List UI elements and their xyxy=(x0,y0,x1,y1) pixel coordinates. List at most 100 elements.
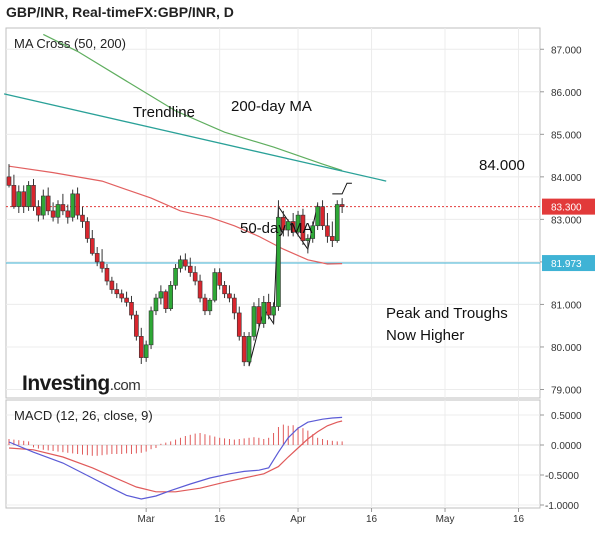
macd-line xyxy=(8,416,343,500)
macd-tick-label: 0.0000 xyxy=(551,441,582,452)
candle-body xyxy=(168,284,173,309)
candlestick-series xyxy=(6,164,345,367)
ma50-annotation: 50-day MA xyxy=(240,220,313,237)
candle-body xyxy=(124,297,129,303)
macd-signal-line xyxy=(8,420,343,493)
candle-body xyxy=(31,185,36,207)
price-tick-label: 86.000 xyxy=(551,88,582,99)
candle-body xyxy=(99,261,105,269)
last-price-label: 83.300 xyxy=(551,203,582,214)
candle-body xyxy=(315,206,320,227)
zigzag-line xyxy=(248,204,319,367)
candle-body xyxy=(251,306,257,337)
candle-body xyxy=(246,336,252,363)
investing-logo: Investing.com xyxy=(22,372,141,395)
candle-body xyxy=(134,314,139,337)
candle-body xyxy=(285,221,291,231)
candle-body xyxy=(187,265,193,273)
candle-body xyxy=(178,259,183,269)
ma200-line xyxy=(43,33,343,172)
candle-body xyxy=(330,236,335,241)
candle-body xyxy=(320,206,325,227)
logo-suffix: .com xyxy=(110,377,141,394)
candle-body xyxy=(310,225,316,239)
candle-body xyxy=(207,299,213,312)
price-label-box xyxy=(542,255,595,272)
price-tick-label: 81.000 xyxy=(551,300,582,311)
level-bracket-line xyxy=(332,182,352,195)
time-tick-label: 16 xyxy=(366,514,378,525)
candle-body xyxy=(163,291,169,309)
main-overlays xyxy=(3,33,540,367)
candle-body xyxy=(114,289,120,295)
macd-tick-label: -0.5000 xyxy=(545,471,579,482)
candle-body xyxy=(271,306,276,316)
candle-body xyxy=(75,193,80,216)
candle-body xyxy=(138,336,144,358)
candle-body xyxy=(236,312,242,337)
ma50-line xyxy=(8,165,343,265)
candle-body xyxy=(232,297,237,314)
macd-tick-label: -1.0000 xyxy=(545,501,579,512)
price-tick-label: 79.000 xyxy=(551,385,582,396)
candle-body xyxy=(153,297,159,312)
candle-body xyxy=(50,210,56,218)
main-panel xyxy=(5,27,541,399)
chart-title: GBP/INR, Real-timeFX:GBP/INR, D xyxy=(6,4,234,20)
trendline-line xyxy=(3,93,387,182)
svg-text:Investing.com: Investing.com xyxy=(22,372,140,395)
candle-body xyxy=(80,214,85,222)
level-annotation: 84.000 xyxy=(479,157,525,174)
candle-body xyxy=(339,204,345,207)
candle-body xyxy=(94,253,100,263)
reference-price-label: 81.973 xyxy=(551,259,582,270)
candle-body xyxy=(202,297,208,312)
time-tick-label: 16 xyxy=(214,514,226,525)
candle-body xyxy=(173,267,178,286)
candle-body xyxy=(325,225,330,237)
candle-body xyxy=(85,221,90,239)
time-tick-label: Apr xyxy=(290,514,306,525)
ma200-annotation: 200-day MA xyxy=(231,98,312,115)
candle-body xyxy=(183,259,188,267)
candle-body xyxy=(256,306,262,324)
candle-body xyxy=(11,185,17,207)
candle-body xyxy=(276,216,281,307)
time-tick-label: May xyxy=(436,514,455,525)
candle-body xyxy=(261,302,267,324)
candle-body xyxy=(40,195,46,216)
candle-body xyxy=(21,191,26,207)
macd-tick-label: 0.5000 xyxy=(551,411,582,422)
candle-body xyxy=(158,291,164,299)
candle-body xyxy=(65,210,71,218)
candle-body xyxy=(281,216,286,231)
price-tick-label: 83.000 xyxy=(551,215,582,226)
candle-body xyxy=(212,272,218,301)
candle-body xyxy=(119,293,124,299)
peaks-annotation-line2: Now Higher xyxy=(386,327,464,344)
candle-body xyxy=(305,238,311,241)
price-tick-label: 85.000 xyxy=(551,130,582,141)
candle-body xyxy=(16,191,22,207)
price-tick-label: 84.000 xyxy=(551,173,582,184)
candle-body xyxy=(6,176,12,186)
candle-body xyxy=(290,221,296,233)
candle-body xyxy=(55,204,61,218)
candle-body xyxy=(36,206,41,216)
price-tick-label: 80.000 xyxy=(551,343,582,354)
candle-body xyxy=(26,185,31,207)
candle-body xyxy=(148,310,154,346)
time-tick-label: 16 xyxy=(513,514,525,525)
macd-series xyxy=(6,416,540,500)
candle-body xyxy=(227,293,232,299)
macd-axis: 0.5000 0.0000 -0.5000 -1.0000 xyxy=(540,411,582,512)
ma-cross-label: MA Cross (50, 200) xyxy=(14,36,126,51)
macd-label: MACD (12, 26, close, 9) xyxy=(14,408,153,423)
candle-body xyxy=(70,193,75,218)
candle-body xyxy=(217,272,222,286)
logo-name: Investing xyxy=(22,372,110,395)
candle-body xyxy=(129,302,134,316)
candle-body xyxy=(143,344,149,358)
price-label-box xyxy=(542,198,595,215)
